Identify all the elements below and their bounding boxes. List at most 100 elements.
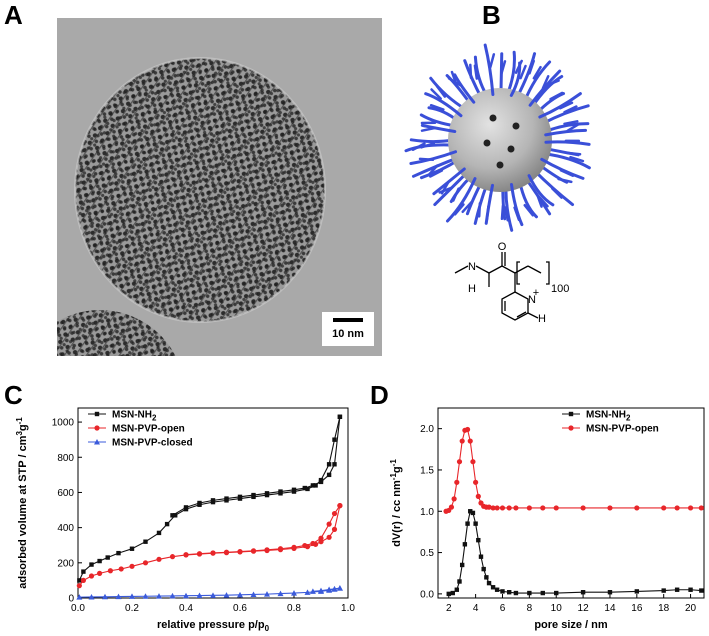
polymer-branch <box>461 200 473 214</box>
isotherm-series <box>76 414 343 600</box>
legend-label: MSN-NH2 <box>586 410 631 423</box>
chemical-structure <box>454 252 550 321</box>
data-point <box>76 583 82 589</box>
data-point <box>470 459 476 465</box>
data-point <box>481 566 486 572</box>
y-tick-label: 0.0 <box>420 589 434 600</box>
bracket-left <box>516 261 520 285</box>
x-tick-label: 0.0 <box>71 603 85 614</box>
polymer-branch <box>563 120 579 126</box>
data-point <box>540 590 545 596</box>
data-point <box>568 411 574 417</box>
scale-bar-box <box>322 312 374 346</box>
data-point <box>494 505 500 511</box>
data-point <box>313 483 318 488</box>
data-point <box>169 554 176 560</box>
series-msn-nh2 <box>446 509 704 597</box>
data-point <box>326 462 332 467</box>
data-point <box>97 570 103 576</box>
data-point <box>310 483 316 488</box>
data-point <box>250 591 257 597</box>
data-point <box>94 411 100 417</box>
data-point <box>687 505 694 511</box>
scale-bar <box>333 318 363 322</box>
x-tick-label: 0.2 <box>125 603 139 614</box>
legend-label: MSN-NH2 <box>112 410 157 423</box>
polymer-branch <box>411 142 426 151</box>
data-point <box>699 588 704 593</box>
data-point <box>264 547 270 553</box>
data-point <box>553 505 559 511</box>
data-point <box>459 438 465 444</box>
atom-n: N <box>468 261 476 273</box>
polymer-chain <box>541 104 590 125</box>
data-point <box>81 569 86 574</box>
polymer-branch <box>440 180 450 195</box>
pyridine-ring <box>501 291 529 321</box>
polymer-branch <box>429 103 445 111</box>
data-point <box>210 592 216 598</box>
data-point <box>318 479 324 485</box>
data-point <box>224 496 229 501</box>
data-point <box>499 505 506 511</box>
pore-size-x-label: pore size / nm <box>534 619 608 631</box>
polymer-branch <box>557 177 573 184</box>
polymer-chain <box>544 128 588 137</box>
polymer-branch <box>500 204 505 221</box>
data-point <box>326 586 333 593</box>
data-point <box>490 505 496 511</box>
pore-size-chart: 2 4 6 8 10 12 14 16 18 20 0.0 0.5 1.0 1.5 2.0 pore siz… <box>389 407 705 631</box>
data-point <box>580 505 586 511</box>
polymer-chain <box>510 183 524 227</box>
data-point <box>473 521 478 526</box>
data-point <box>302 485 307 491</box>
data-point <box>507 590 512 595</box>
data-point <box>97 558 102 564</box>
data-point <box>337 414 343 419</box>
data-point <box>291 487 297 493</box>
data-point <box>264 591 270 597</box>
y-tick-label: 1.5 <box>420 465 434 476</box>
polymer-branch <box>473 64 479 80</box>
data-point <box>304 589 311 595</box>
chemical-labels: O N H N + H 100 <box>468 241 569 325</box>
silica-core <box>448 88 552 192</box>
legend-label: MSN-PVP-open <box>112 424 185 435</box>
polymer-branch <box>528 59 535 75</box>
data-point <box>278 489 283 494</box>
y-tick-label: 400 <box>57 523 74 534</box>
data-point <box>464 426 471 433</box>
polymer-branch <box>537 195 549 208</box>
data-point <box>143 539 148 544</box>
isotherm-x-label: relative pressure p/p0 <box>157 619 270 633</box>
data-point <box>210 498 216 503</box>
series-line <box>172 416 341 516</box>
data-point <box>264 491 270 496</box>
y-tick-label: 0 <box>68 594 74 605</box>
data-point <box>142 593 149 599</box>
x-tick-label: 14 <box>604 603 616 614</box>
polymer-branch <box>523 203 535 217</box>
data-point <box>223 592 230 598</box>
isotherm-ticks: 0.0 0.2 0.4 0.6 0.8 1.0 0 200 400 600 800 1000 <box>52 418 356 614</box>
scale-bar-label: 10 nm <box>332 328 364 340</box>
data-point <box>318 587 324 594</box>
polymer-branch <box>550 187 563 199</box>
data-point <box>173 513 178 518</box>
atom-o: O <box>498 241 507 253</box>
polymer-branch <box>477 202 482 218</box>
data-point <box>210 550 216 556</box>
bond-backbone <box>501 265 516 274</box>
series-line <box>445 428 702 512</box>
data-point <box>698 505 704 511</box>
data-point <box>115 593 122 600</box>
data-point <box>94 439 100 445</box>
panel-label-c: C <box>4 380 23 410</box>
polymer-branch <box>519 64 527 80</box>
data-point <box>607 505 613 511</box>
particle-halo <box>74 57 326 323</box>
data-point <box>494 587 500 592</box>
data-point <box>309 588 316 594</box>
repeat-count: 100 <box>551 283 569 295</box>
